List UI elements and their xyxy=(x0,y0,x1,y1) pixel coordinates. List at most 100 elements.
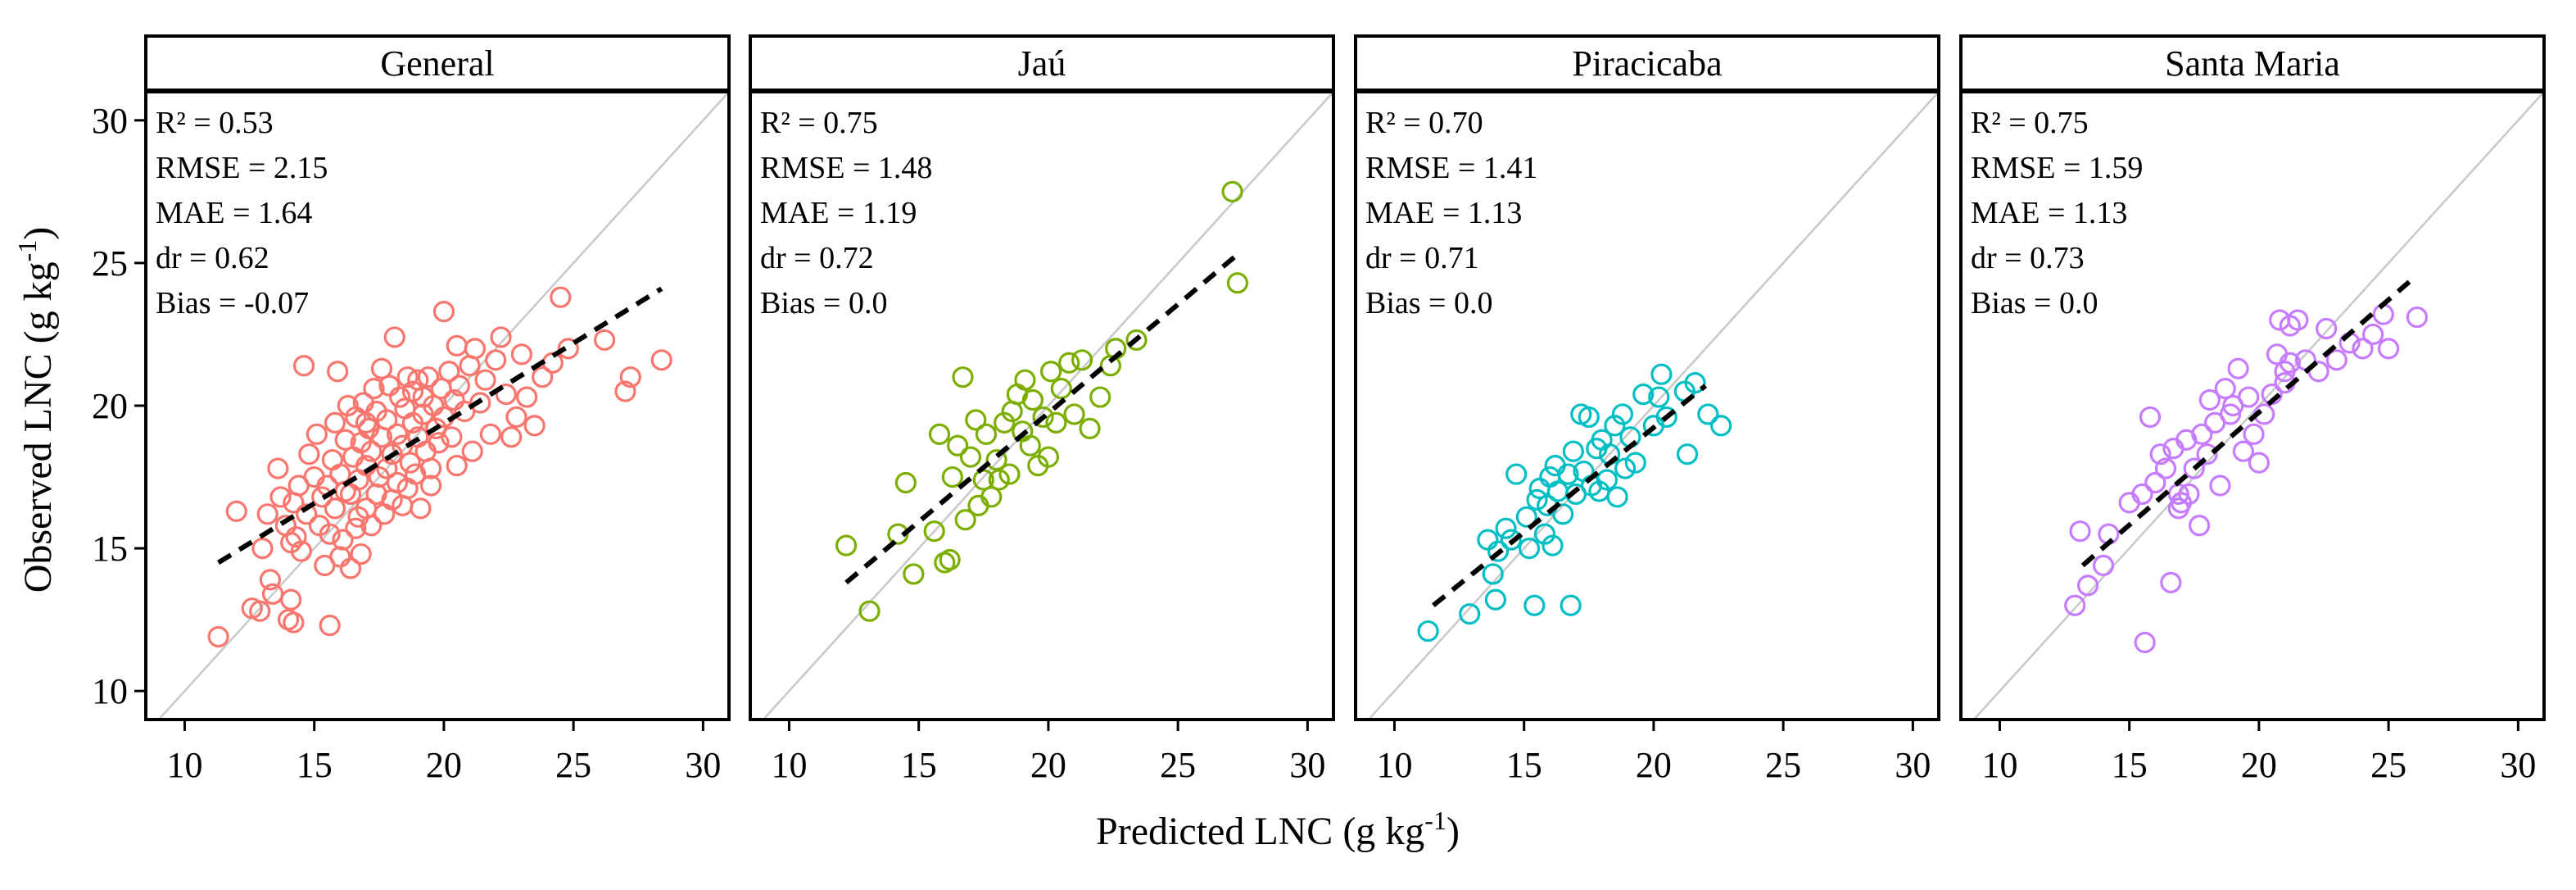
data-point xyxy=(1071,349,1093,371)
data-point xyxy=(1495,517,1517,539)
data-point xyxy=(1632,383,1655,406)
data-point xyxy=(923,520,945,543)
data-point xyxy=(345,517,367,539)
fit-line xyxy=(844,252,1239,585)
data-point xyxy=(1655,406,1677,429)
data-point xyxy=(1417,620,1439,643)
data-point xyxy=(505,406,527,429)
data-point xyxy=(998,463,1021,485)
data-point xyxy=(285,526,307,548)
data-point xyxy=(988,469,1010,491)
y-axis-title: Observed LNC (g kg-1) xyxy=(12,227,60,593)
x-tick-label: 15 xyxy=(901,745,937,785)
data-point xyxy=(1552,503,1574,525)
data-point xyxy=(1459,603,1481,625)
data-point xyxy=(650,349,672,371)
data-point xyxy=(1710,415,1732,437)
data-point xyxy=(350,543,372,565)
data-point xyxy=(1539,465,1561,488)
stat-label: MAE = 1.64 xyxy=(156,196,312,230)
stat-label: dr = 0.73 xyxy=(1971,241,2085,275)
data-point xyxy=(541,352,564,374)
panels-layer: General R² = 0.53 RMSE = 2.15 MAE = 1.64 dr … xyxy=(92,34,2546,785)
data-point xyxy=(280,588,302,611)
data-point xyxy=(360,515,383,537)
x-tick-label: 20 xyxy=(1636,745,1672,785)
data-point xyxy=(389,386,411,408)
data-point xyxy=(1045,411,1067,434)
data-point xyxy=(858,600,881,622)
data-point xyxy=(410,497,432,520)
identity-line xyxy=(1972,92,2544,720)
data-point xyxy=(290,540,312,562)
x-tick-label: 15 xyxy=(1506,745,1542,785)
data-point xyxy=(376,409,398,431)
y-tick-label: 25 xyxy=(92,243,128,284)
data-point xyxy=(339,483,362,506)
stat-label: MAE = 1.19 xyxy=(760,196,917,230)
data-point xyxy=(1604,415,1626,437)
y-tick-label: 20 xyxy=(92,386,128,426)
data-point xyxy=(267,457,289,479)
x-axis-title: Predicted LNC (g kg-1) xyxy=(1096,806,1460,853)
panel-border xyxy=(1959,90,2546,721)
data-point xyxy=(2198,388,2221,411)
data-point xyxy=(360,440,383,462)
panel-general: General R² = 0.53 RMSE = 2.15 MAE = 1.64 dr … xyxy=(92,34,731,785)
data-point xyxy=(1596,469,1618,491)
data-point xyxy=(1614,457,1637,479)
data-point xyxy=(339,557,362,579)
x-tick-label: 20 xyxy=(2241,745,2277,785)
data-point xyxy=(479,423,501,445)
data-point xyxy=(399,452,421,474)
data-point xyxy=(2220,403,2242,425)
data-point xyxy=(2352,338,2374,360)
fit-line xyxy=(217,286,663,565)
panel-title: Santa Maria xyxy=(2165,43,2340,84)
y-tick-label: 15 xyxy=(92,529,128,569)
panel-ja-: Jaú R² = 0.75 RMSE = 1.48 MAE = 1.19 dr = 0.… xyxy=(749,34,1335,785)
stat-label: R² = 0.53 xyxy=(156,106,274,140)
data-point xyxy=(448,375,470,397)
stat-label: Bias = 0.0 xyxy=(1971,286,2098,320)
data-point xyxy=(446,334,468,356)
data-point xyxy=(373,503,396,525)
stat-label: Bias = 0.0 xyxy=(760,286,888,320)
data-point xyxy=(980,486,1003,508)
data-point xyxy=(2139,406,2162,429)
data-point xyxy=(249,600,271,622)
data-point xyxy=(1482,563,1504,585)
data-point xyxy=(337,394,359,417)
data-point xyxy=(419,457,442,479)
data-point xyxy=(383,326,405,348)
data-point xyxy=(1648,386,1670,408)
data-point xyxy=(2325,349,2347,371)
data-point xyxy=(438,361,460,383)
x-tick-label: 10 xyxy=(771,745,807,785)
stat-label: R² = 0.70 xyxy=(1365,106,1483,140)
data-point xyxy=(1533,523,1556,545)
data-point xyxy=(994,411,1016,434)
data-point xyxy=(614,380,636,402)
data-point xyxy=(2178,483,2200,506)
data-point xyxy=(324,411,346,434)
data-point xyxy=(269,486,292,508)
panel-strip xyxy=(1354,34,1940,92)
data-point xyxy=(1500,529,1522,551)
data-point xyxy=(441,426,463,448)
x-tick-label: 30 xyxy=(1289,745,1325,785)
data-point xyxy=(446,455,468,477)
data-point xyxy=(959,446,982,468)
panel-strip xyxy=(749,34,1335,92)
data-point xyxy=(2238,386,2260,408)
data-point xyxy=(928,423,951,445)
data-point xyxy=(2362,323,2384,346)
data-point xyxy=(947,434,969,456)
data-point xyxy=(485,349,507,371)
y-tick-label: 30 xyxy=(92,101,128,141)
stat-label: Bias = 0.0 xyxy=(1365,286,1493,320)
data-point xyxy=(1477,529,1499,551)
data-point xyxy=(516,386,538,408)
panel-border xyxy=(144,90,731,721)
